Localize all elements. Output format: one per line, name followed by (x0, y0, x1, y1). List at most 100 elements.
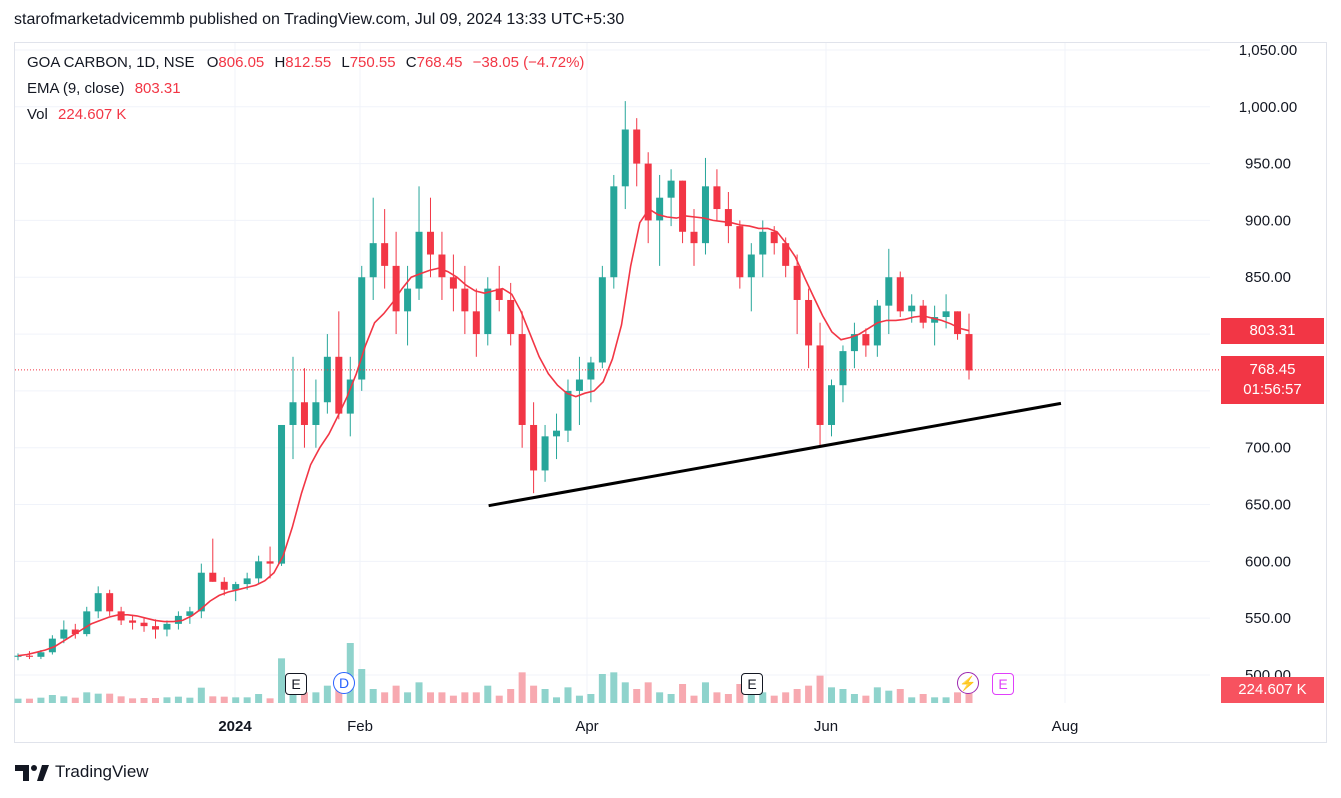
volume-bar (381, 692, 389, 703)
volume-bar (186, 697, 194, 703)
candle-body (48, 638, 56, 653)
volume-bar (209, 696, 217, 703)
volume-bar (289, 692, 297, 703)
volume-bar (449, 695, 457, 703)
volume-bar (37, 697, 45, 703)
dividend-badge[interactable]: D (333, 672, 355, 694)
earnings-badge[interactable]: E (285, 673, 307, 695)
y-tick-label: 600.00 (1245, 553, 1291, 570)
candle-body (610, 186, 618, 278)
candle-body (243, 578, 251, 585)
candle-body (300, 402, 308, 425)
candle-body (518, 334, 526, 425)
candle-body (25, 655, 33, 657)
change-value: −38.05 (−4.72%) (472, 54, 585, 71)
earnings-badge[interactable]: E (992, 673, 1014, 695)
y-tick-label: 650.00 (1245, 497, 1291, 514)
volume-bar (495, 695, 503, 703)
candle-body (106, 593, 114, 612)
candle-body (575, 379, 583, 391)
candle-body (553, 430, 561, 437)
candle-body (266, 561, 274, 564)
y-tick-label: 1,050.00 (1239, 42, 1297, 59)
y-tick-label: 850.00 (1245, 269, 1291, 286)
candle-body (644, 163, 652, 221)
volume-bar (587, 694, 595, 703)
candle-body (908, 305, 916, 312)
candle-body (83, 611, 91, 635)
x-tick-label: Feb (347, 718, 373, 735)
volume-bar (14, 698, 22, 703)
volume-bar (701, 682, 709, 703)
candle-body (174, 615, 182, 624)
volume-bar (243, 697, 251, 703)
volume-bar (83, 692, 91, 703)
ema-value: 803.31 (134, 80, 181, 97)
volume-bar (667, 694, 675, 703)
high-value: 812.55 (285, 54, 332, 71)
candle-body (37, 652, 45, 657)
candle-body (140, 622, 148, 627)
volume-bar (300, 692, 308, 703)
volume-bar (369, 689, 377, 703)
volume-bar (793, 689, 801, 703)
trendline (488, 401, 1062, 508)
volume-bar (312, 692, 320, 703)
y-tick-label: 900.00 (1245, 212, 1291, 229)
volume-bar (232, 697, 240, 703)
volume-bar (71, 697, 79, 703)
volume-bar (106, 693, 114, 703)
candle-body (621, 129, 629, 187)
candle-body (656, 197, 664, 221)
volume-bars (14, 643, 973, 703)
y-tick-label: 550.00 (1245, 610, 1291, 627)
volume-bar (461, 692, 469, 703)
grid (15, 43, 1210, 703)
chart-frame[interactable] (14, 42, 1327, 743)
volume-bar (151, 698, 159, 703)
lightning-icon[interactable]: ⚡ (957, 672, 979, 694)
volume-bar (163, 697, 171, 703)
volume-bar (48, 695, 56, 703)
volume-bar (255, 694, 263, 703)
x-tick-label: Apr (575, 718, 598, 735)
x-axis: 2024 Feb Apr Jun Aug (218, 718, 1078, 735)
x-tick-label: 2024 (218, 718, 252, 735)
candle-body (323, 356, 331, 403)
candle-body (679, 180, 687, 232)
volume-bar (575, 695, 583, 703)
candle-body (186, 611, 194, 616)
volume-bar (736, 684, 744, 703)
volume-bar (541, 689, 549, 703)
candle-body (232, 584, 240, 590)
volume-value: 224.607 K (58, 106, 127, 123)
candle-body (598, 277, 606, 363)
candle-body (919, 305, 927, 323)
candle-body (117, 611, 125, 621)
candles (14, 101, 973, 661)
volume-bar (896, 689, 904, 703)
candle-body (782, 243, 790, 266)
earnings-badge[interactable]: E (741, 673, 763, 695)
low-value: 750.55 (349, 54, 396, 71)
candle-body (816, 345, 824, 425)
volume-bar (621, 682, 629, 703)
candle-body (289, 402, 297, 425)
volume-bar (759, 692, 767, 703)
volume-bar (610, 672, 618, 703)
candle-body (358, 277, 366, 380)
volume-bar (724, 694, 732, 703)
y-tick-label: 1,000.00 (1239, 99, 1297, 116)
volume-bar (323, 685, 331, 703)
volume-bar (965, 688, 973, 703)
candle-body (530, 424, 538, 471)
volume-bar (438, 692, 446, 703)
volume-bar (919, 694, 927, 703)
volume-bar (633, 689, 641, 703)
candle-body (404, 288, 412, 312)
candle-body (129, 620, 137, 623)
volume-bar (747, 692, 755, 703)
tradingview-logo[interactable]: TradingView (15, 762, 149, 782)
candle-body (335, 356, 343, 414)
